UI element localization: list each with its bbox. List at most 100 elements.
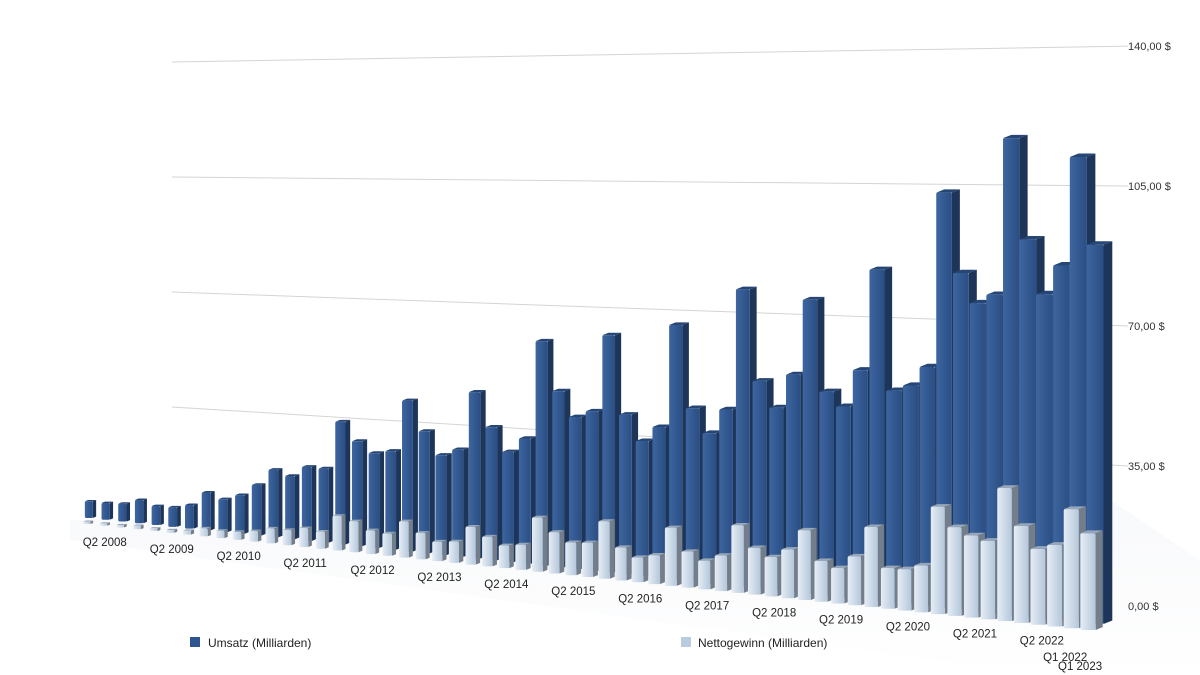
bar-profit-q1-2017 (681, 549, 699, 588)
legend-swatch-revenue (190, 637, 200, 647)
bar-profit-q2-2009-front (166, 530, 175, 533)
bar-profit-q1-2008 (83, 520, 94, 524)
bar-revenue-q2-2017-top (702, 430, 723, 434)
bar-profit-q1-2015-side (559, 530, 565, 574)
bar-profit-q3-2014 (515, 542, 531, 570)
bar-profit-q1-2010-side (224, 529, 228, 539)
x-tick-label: Q2 2013 (417, 572, 461, 584)
bar-profit-q1-2020-front (880, 568, 895, 609)
bar-revenue-q4-2009-side (210, 490, 215, 531)
x-axis-ticks: Q2 2008 Q2 2009 Q2 2010 Q2 2011 Q2 2012 Q2 20… (83, 537, 1102, 673)
bar-profit-q2-2017 (698, 558, 716, 590)
bar-profit-q3-2019 (847, 553, 868, 606)
bar-profit-q3-2009-side (190, 529, 195, 535)
bar-revenue-q4-2009-front (201, 492, 211, 531)
bar-revenue-q4-2013-top (468, 390, 486, 393)
bar-revenue-q3-2019-front (852, 370, 868, 600)
bar-revenue-q1-2012-top (351, 439, 368, 442)
bar-profit-q2-2016-front (631, 557, 644, 583)
bar-profit-q4-2011 (332, 514, 346, 551)
bar-revenue-q4-2011-front (335, 421, 346, 545)
bar-revenue-q1-2011-top (285, 474, 300, 476)
bar-profit-q3-2022-front (1047, 544, 1063, 627)
bar-profit-q1-2020-top (880, 565, 901, 569)
bar-profit-q3-2015-top (581, 540, 598, 543)
y-tick-label: 105,00 $ (1128, 181, 1171, 193)
bar-profit-q2-2021-front (964, 535, 979, 618)
bar-profit-q3-2018 (781, 547, 800, 599)
bar-revenue-q4-2013-side (480, 390, 486, 559)
bar-profit-q2-2012-top (365, 528, 380, 531)
bar-revenue-q3-2014-top (518, 436, 537, 439)
bar-profit-q4-2019 (864, 524, 884, 608)
bar-revenue-q2-2022-front (1036, 294, 1053, 619)
y-tick-label: 0,00 $ (1128, 601, 1159, 613)
bar-profit-q4-2010-top (266, 526, 279, 529)
bar-profit-q4-2021-front (997, 487, 1012, 622)
bar-revenue-q1-2023-side (1103, 241, 1113, 624)
bar-profit-q3-2013-side (459, 539, 464, 563)
bar-revenue-q4-2021-top (1003, 134, 1028, 139)
bar-profit-q4-2011-top (332, 514, 346, 516)
bar-profit-q2-2012 (365, 528, 380, 555)
bar-revenue-q1-2022-top (1019, 236, 1045, 240)
bar-revenue-q2-2009-side (177, 505, 181, 527)
bar-profit-q4-2014-top (531, 515, 548, 518)
bar-revenue-q1-2008-side (92, 499, 97, 518)
bar-profit-q3-2021-top (980, 538, 1002, 541)
bar-revenue-q4-2010-side (278, 468, 283, 538)
bar-profit-q2-2016-top (631, 555, 649, 558)
bar-profit-q1-2017-side (693, 549, 699, 588)
bar-profit-q4-2010-side (274, 526, 279, 544)
bar-revenue-q4-2018-front (802, 299, 818, 594)
bar-revenue-q2-2009 (168, 505, 181, 527)
bar-profit-q1-2022-top (1013, 523, 1036, 526)
bar-revenue-q1-2014-top (485, 425, 503, 428)
bar-profit-q1-2019-top (814, 558, 834, 561)
bar-revenue-q4-2010 (268, 468, 283, 538)
bar-profit-q4-2009-top (199, 526, 211, 529)
bar-profit-q4-2022-front (1063, 509, 1079, 629)
bar-revenue-q3-2010-top (251, 483, 266, 485)
bar-revenue-q3-2008-front (118, 503, 127, 522)
bar-revenue-q3-2017-top (719, 406, 740, 410)
bar-revenue-q4-2012-front (402, 400, 413, 552)
bar-profit-q2-2011-front (299, 528, 309, 547)
bar-revenue-q3-2011-side (328, 466, 334, 543)
bar-revenue-q4-2016-front (669, 325, 683, 580)
bar-profit-q4-2016 (664, 525, 683, 586)
bar-profit-q2-2019-top (831, 565, 851, 568)
bar-revenue-q1-2023 (1086, 241, 1113, 625)
bar-revenue-q2-2016-top (635, 438, 656, 442)
bar-profit-q2-2010-side (241, 530, 245, 540)
bar-profit-q1-2018-front (747, 547, 761, 595)
bar-revenue-q2-2016-front (635, 441, 649, 577)
bar-revenue-q2-2013-side (446, 453, 452, 556)
bar-revenue-q4-2008 (134, 498, 147, 524)
bar-revenue-q1-2009-front (151, 506, 161, 526)
bar-revenue-q2-2015-top (568, 414, 588, 417)
bar-profit-q3-2018-top (781, 547, 800, 550)
bar-revenue-q3-2010-front (251, 484, 262, 536)
bar-profit-q2-2013 (432, 539, 447, 562)
bar-profit-q2-2008 (99, 522, 110, 526)
bar-profit-q4-2013-side (475, 525, 481, 565)
bar-revenue-q3-2009 (185, 503, 198, 529)
bar-revenue-q4-2008-front (134, 499, 144, 524)
bar-profit-q4-2019-top (864, 524, 884, 527)
bar-profit-q2-2019 (831, 565, 851, 604)
bar-profit-q1-2016 (615, 545, 632, 581)
bar-profit-q2-2021-top (964, 532, 985, 536)
bar-revenue-q2-2019-top (836, 403, 859, 407)
x-tick-label: Q2 2010 (217, 551, 261, 563)
bar-profit-q3-2017-top (714, 553, 733, 556)
bar-profit-q3-2011-front (315, 531, 326, 549)
bar-revenue-q4-2008-top (134, 498, 147, 500)
bar-profit-q1-2015-front (548, 532, 560, 574)
bar-profit-q2-2022-front (1030, 548, 1046, 625)
bar-revenue-q4-2018-top (802, 296, 825, 300)
bar-revenue-q1-2009 (151, 504, 164, 526)
bar-profit-q1-2016-front (615, 547, 627, 581)
bar-profit-q1-2014-side (492, 534, 497, 567)
